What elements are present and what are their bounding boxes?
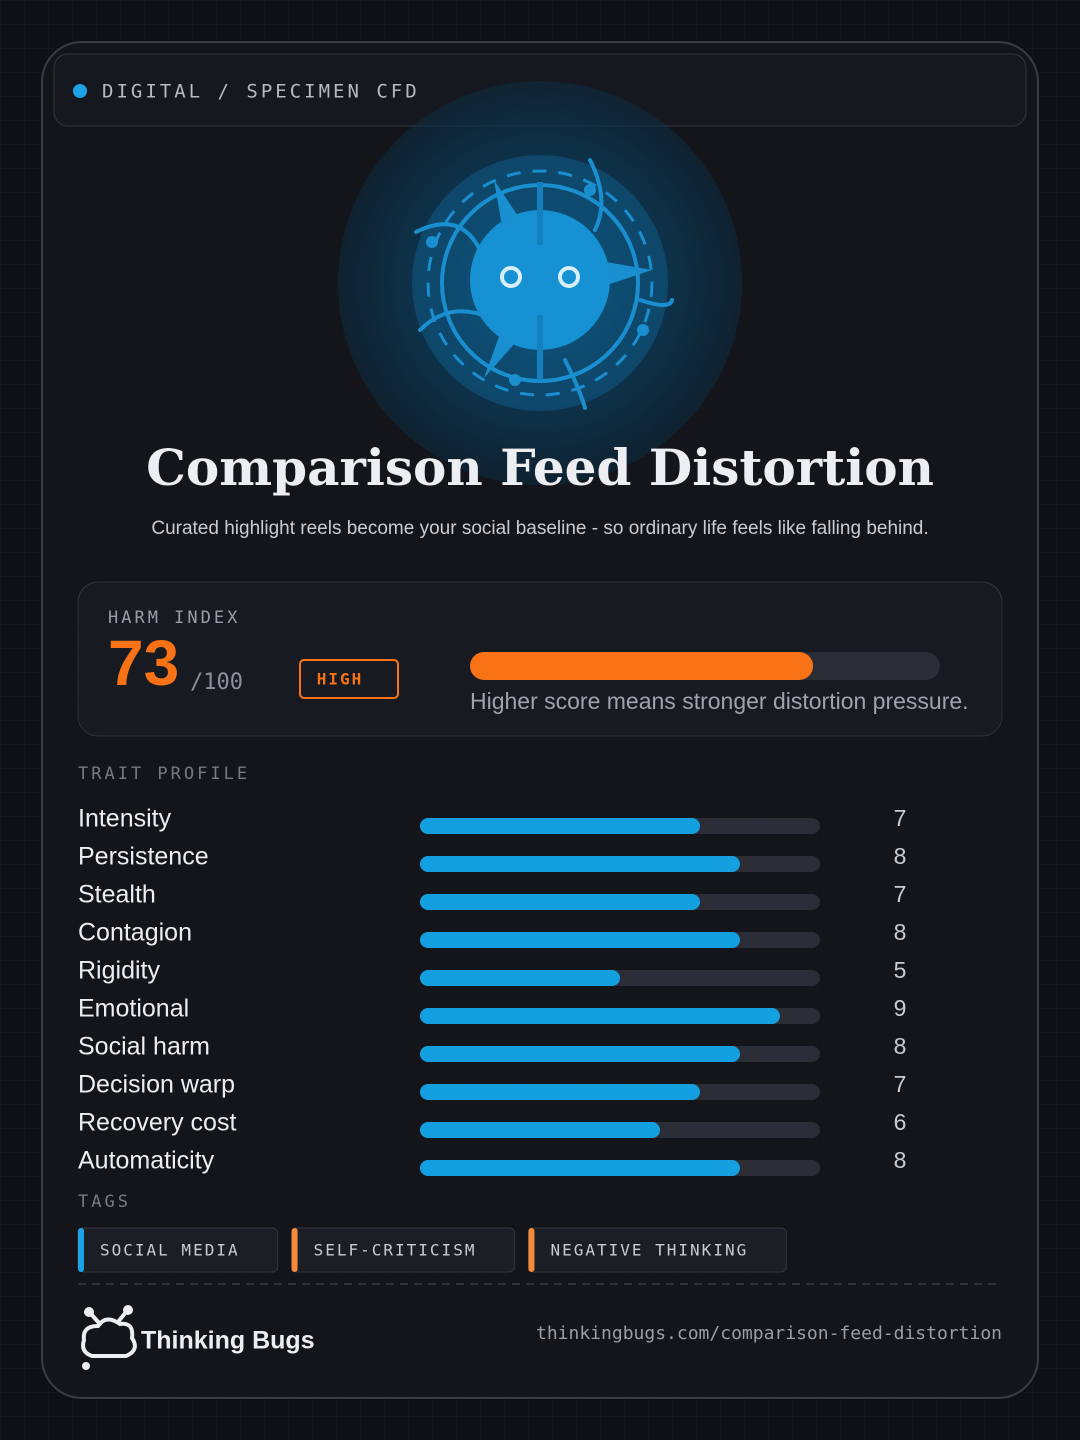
tag-accent (528, 1228, 535, 1272)
trait-name: Stealth (78, 881, 156, 909)
tag-text: SELF-CRITICISM (314, 1241, 477, 1260)
level-text: HIGH (317, 670, 364, 689)
trait-name: Emotional (78, 995, 189, 1023)
logo (81, 1305, 137, 1370)
tag-text: NEGATIVE THINKING (550, 1241, 748, 1260)
harm-value: 73 (108, 627, 179, 699)
trait-bar (420, 856, 740, 872)
icon (338, 81, 742, 485)
url: thinkingbugs.com/comparison-feed-distort… (536, 1323, 1002, 1344)
trait-bar (420, 932, 740, 948)
trait-bar (420, 1046, 740, 1062)
trait-bar (420, 1160, 740, 1176)
trait-name: Recovery cost (78, 1109, 236, 1137)
trait-value: 5 (894, 957, 907, 983)
status-dot (73, 84, 87, 98)
tag-accent (291, 1228, 298, 1272)
trait-value: 8 (894, 1147, 907, 1173)
subtitle: Curated highlight reels become your soci… (151, 518, 928, 539)
trait-value: 7 (894, 1071, 907, 1097)
trait-name: Contagion (78, 919, 192, 947)
header-label: DIGITAL / SPECIMEN CFD (102, 81, 420, 103)
harm-max: /100 (190, 670, 243, 695)
trait-value: 7 (894, 805, 907, 831)
trait-name: Decision warp (78, 1071, 235, 1099)
trait-value: 8 (894, 1033, 907, 1059)
trait-bar (420, 1084, 700, 1100)
trait-name: Social harm (78, 1033, 210, 1061)
tag-text: SOCIAL MEDIA (100, 1241, 240, 1260)
trait-name: Automaticity (78, 1147, 215, 1175)
trait-value: 8 (894, 919, 907, 945)
trait-bar (420, 1008, 780, 1024)
trait-value: 9 (894, 995, 907, 1021)
level-badge (299, 659, 399, 699)
trait-bar (420, 894, 700, 910)
trait-value: 7 (894, 881, 907, 907)
trait-bar (420, 1122, 660, 1138)
title: Comparison Feed Distortion (146, 438, 934, 497)
harm-bar (470, 652, 814, 680)
tag-accent (78, 1228, 84, 1272)
tags-label: TAGS (78, 1192, 131, 1212)
trait-bar (420, 818, 700, 834)
harm-note: Higher score means stronger distortion p… (470, 688, 969, 714)
trait-bar (420, 970, 620, 986)
traits-label: TRAIT PROFILE (78, 764, 250, 784)
trait-value: 6 (894, 1109, 907, 1135)
trait-name: Intensity (78, 805, 172, 833)
trait-value: 8 (894, 843, 907, 869)
trait-name: Persistence (78, 843, 209, 871)
trait-name: Rigidity (78, 957, 160, 985)
brand: Thinking Bugs (141, 1327, 315, 1355)
harm-label: HARM INDEX (108, 608, 240, 628)
